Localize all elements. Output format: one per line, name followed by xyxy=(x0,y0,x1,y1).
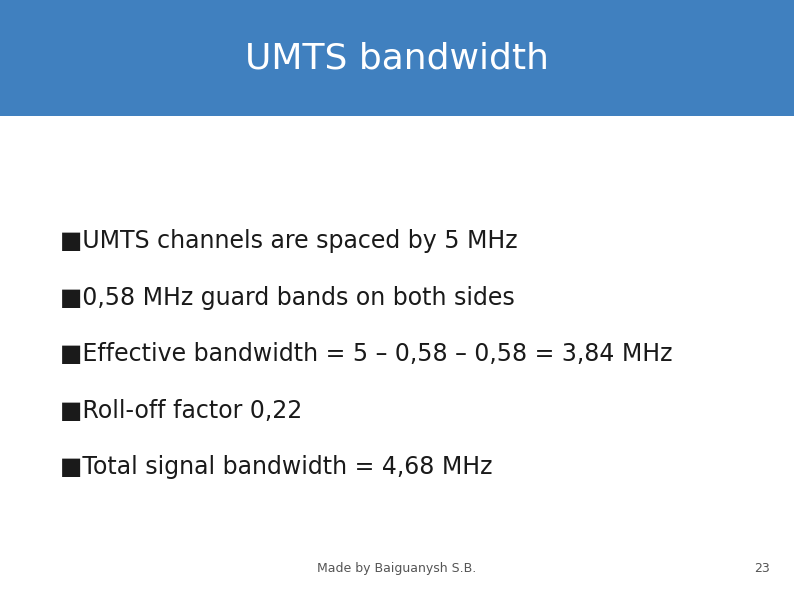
Text: ■0,58 MHz guard bands on both sides: ■0,58 MHz guard bands on both sides xyxy=(60,286,515,309)
Text: Made by Baiguanysh S.B.: Made by Baiguanysh S.B. xyxy=(318,562,476,575)
Text: ■Roll-off factor 0,22: ■Roll-off factor 0,22 xyxy=(60,399,302,422)
FancyBboxPatch shape xyxy=(0,0,794,116)
Text: ■Total signal bandwidth = 4,68 MHz: ■Total signal bandwidth = 4,68 MHz xyxy=(60,455,492,479)
Text: 23: 23 xyxy=(754,562,770,575)
Text: ■Effective bandwidth = 5 – 0,58 – 0,58 = 3,84 MHz: ■Effective bandwidth = 5 – 0,58 – 0,58 =… xyxy=(60,342,672,366)
Text: ■UMTS channels are spaced by 5 MHz: ■UMTS channels are spaced by 5 MHz xyxy=(60,229,517,253)
Text: UMTS bandwidth: UMTS bandwidth xyxy=(245,41,549,75)
